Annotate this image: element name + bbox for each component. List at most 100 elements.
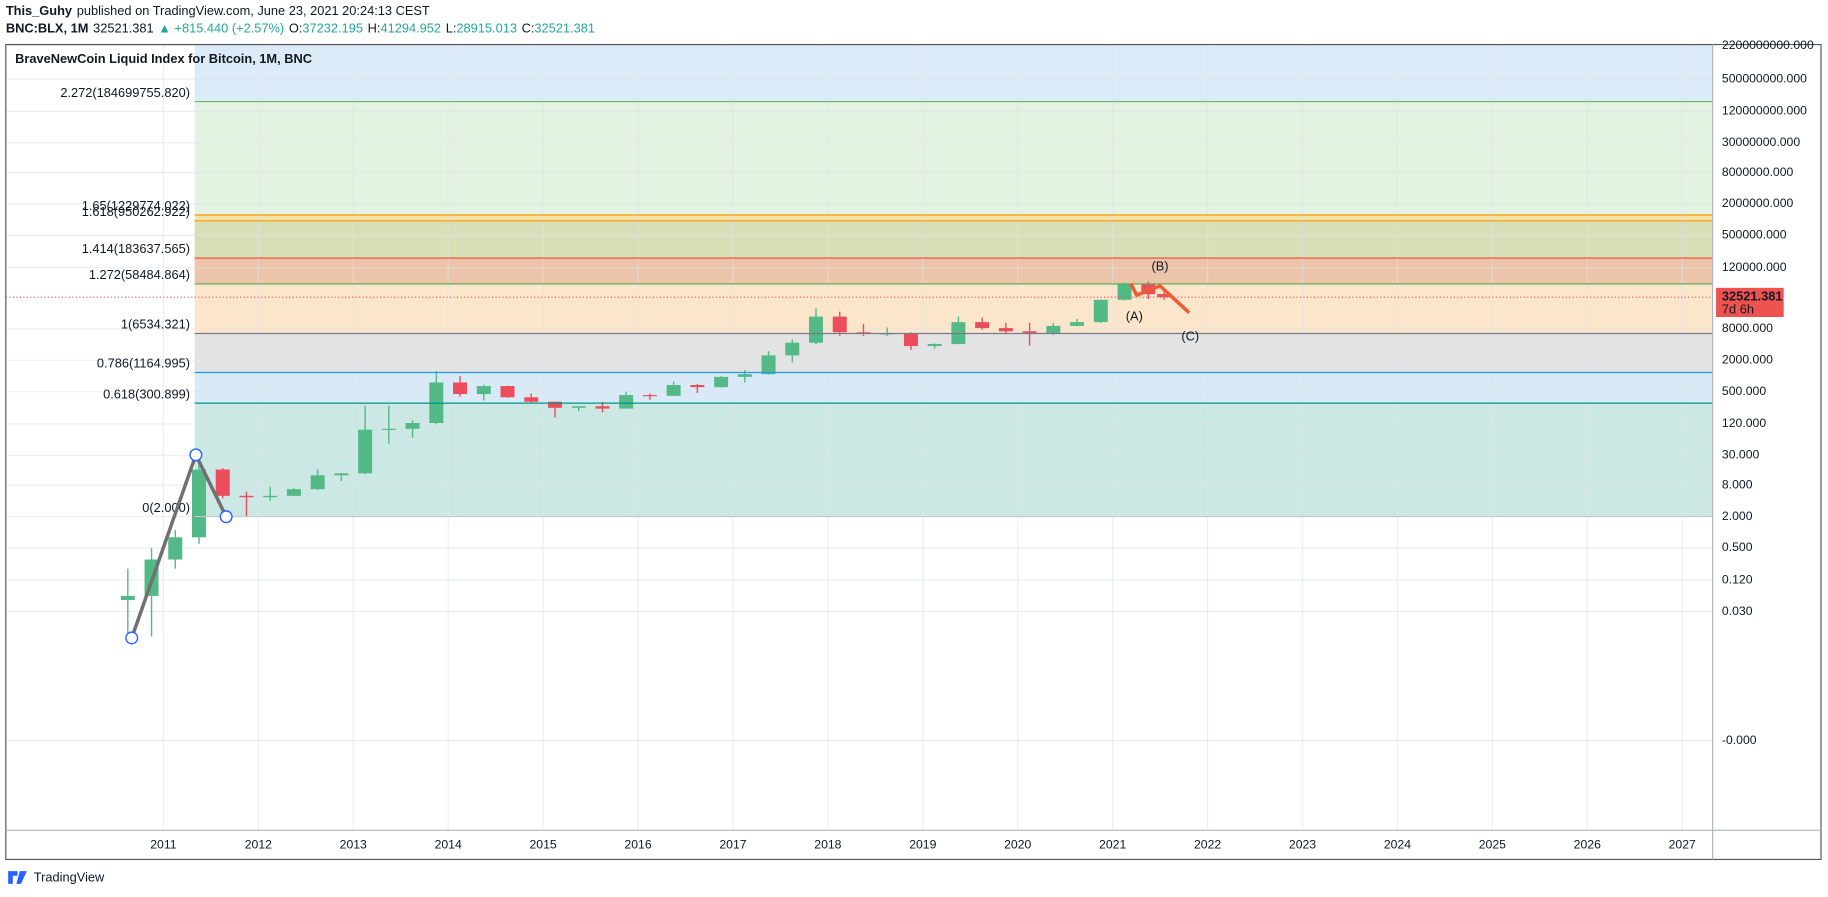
- fib-level-label: 1.618(950262.922): [82, 204, 190, 219]
- y-tick-label: 30000000.000: [1722, 135, 1800, 149]
- x-tick-label: 2014: [435, 838, 462, 852]
- x-tick-label: 2022: [1194, 838, 1221, 852]
- x-tick-label: 2012: [245, 838, 272, 852]
- x-tick-label: 2018: [814, 838, 841, 852]
- candle-body: [690, 385, 705, 388]
- candle-body: [1093, 299, 1108, 323]
- x-tick-label: 2019: [909, 838, 936, 852]
- x-tick-label: 2011: [150, 838, 177, 852]
- high-label: H:: [368, 21, 381, 36]
- candle-body: [168, 537, 183, 560]
- chart-title: BraveNewCoin Liquid Index for Bitcoin, 1…: [15, 51, 312, 66]
- abc-drawing: [1129, 282, 1191, 314]
- wave-label: (C): [1181, 329, 1199, 344]
- y-tick-label: 0.500: [1722, 540, 1753, 554]
- change: +815.440 (+2.57%): [174, 21, 284, 36]
- y-tick-label: 120.000: [1722, 416, 1766, 430]
- candle-body: [975, 322, 990, 329]
- candle-body: [286, 489, 301, 496]
- x-tick-label: 2026: [1574, 838, 1601, 852]
- low-label: L:: [446, 21, 457, 36]
- fib-bands: [194, 44, 1713, 517]
- close-label: C:: [522, 21, 535, 36]
- y-tick-label: 0.030: [1722, 604, 1753, 618]
- symbol-line: BNC:BLX, 1M 32521.381 ▲ +815.440 (+2.57%) O:…: [6, 21, 595, 36]
- x-tick-label: 2024: [1384, 838, 1411, 852]
- y-tick-label: 0.120: [1722, 572, 1753, 586]
- y-tick-label: 120000.000: [1722, 260, 1787, 274]
- chart-frame: [5, 43, 1822, 861]
- header-line: This_Guhy published on TradingView.com, J…: [6, 3, 430, 18]
- candle-body: [785, 342, 800, 356]
- price-tag-value: 32521.381: [1722, 289, 1783, 304]
- candle-body: [524, 397, 539, 402]
- fib-level-label: 0(2.000): [142, 500, 190, 515]
- fib-level-label: 2.272(184699755.820): [60, 85, 190, 100]
- y-tick-label: 500000000.000: [1722, 71, 1807, 85]
- fib-level-label: 0.618(300.899): [103, 386, 190, 401]
- symbol: BNC:BLX, 1M: [6, 21, 89, 36]
- candle-body: [642, 395, 657, 397]
- candle-body: [737, 374, 752, 377]
- y-tick-label: 30.000: [1722, 448, 1760, 462]
- grid: [5, 44, 1713, 831]
- wave-handle: [219, 510, 233, 524]
- candle-body: [405, 423, 420, 429]
- open-value: 37232.195: [302, 21, 363, 36]
- candle-body: [595, 406, 610, 409]
- fib-level-label: 1(6534.321): [121, 317, 190, 332]
- candle-body: [453, 382, 468, 395]
- candle-body: [1117, 283, 1132, 300]
- x-tick-label: 2017: [719, 838, 746, 852]
- fib-band: [194, 220, 1713, 259]
- fib-band: [194, 403, 1713, 517]
- fib-level-label: 1.65(1229774.022): [82, 198, 190, 213]
- y-tick-label: 2000.000: [1722, 353, 1773, 367]
- published: published on TradingView.com, June 23, 2…: [77, 3, 430, 18]
- candle-body: [120, 595, 135, 601]
- candle-body: [476, 386, 491, 395]
- overlay: 2.272(184699755.820) 1.65(1229774.022)1.6…: [5, 85, 1713, 518]
- y-tick-label: 500000.000: [1722, 228, 1787, 242]
- candle-body: [832, 316, 847, 333]
- fib-band: [194, 101, 1713, 215]
- y-tick-label: 8000.000: [1722, 321, 1773, 335]
- fib-band: [194, 258, 1713, 284]
- candle-body: [358, 429, 373, 474]
- candle-body: [547, 401, 562, 408]
- x-tick-label: 2020: [1004, 838, 1031, 852]
- footer-brand: TradingView: [34, 869, 105, 884]
- price-tag: [1716, 287, 1784, 318]
- last-price: 32521.381: [93, 21, 154, 36]
- x-tick-label: 2015: [529, 838, 556, 852]
- candle-body: [263, 495, 278, 498]
- x-tick-label: 2013: [340, 838, 367, 852]
- fib-band: [194, 44, 1713, 102]
- open-label: O:: [289, 21, 303, 36]
- y-tick-label: 2200000000.000: [1722, 38, 1814, 52]
- fib-band: [194, 372, 1713, 404]
- candle-body: [571, 406, 586, 408]
- y-tick-label: 2.000: [1722, 509, 1753, 523]
- candle-body: [381, 428, 396, 430]
- fib-level-label: 1.414(183637.565): [82, 241, 190, 256]
- wave-handle: [125, 631, 139, 645]
- candle-body: [903, 333, 918, 347]
- y-tick-label: 2000000.000: [1722, 196, 1794, 210]
- fib-level-label: 1.272(58484.864): [89, 267, 190, 282]
- close-value: 32521.381: [534, 21, 595, 36]
- x-tick-label: 2023: [1289, 838, 1316, 852]
- wave-handle: [189, 448, 203, 462]
- candle-body: [666, 385, 681, 396]
- candles: [120, 281, 1172, 637]
- candle-body: [215, 469, 230, 496]
- y-tick-label: 500.000: [1722, 384, 1766, 398]
- fib-band: [194, 214, 1713, 221]
- price-tag-countdown: 7d 6h: [1722, 301, 1754, 316]
- y-tick-label: -0.000: [1722, 733, 1757, 747]
- candle-body: [310, 475, 325, 490]
- high-value: 41294.952: [380, 21, 441, 36]
- x-tick-label: 2025: [1479, 838, 1506, 852]
